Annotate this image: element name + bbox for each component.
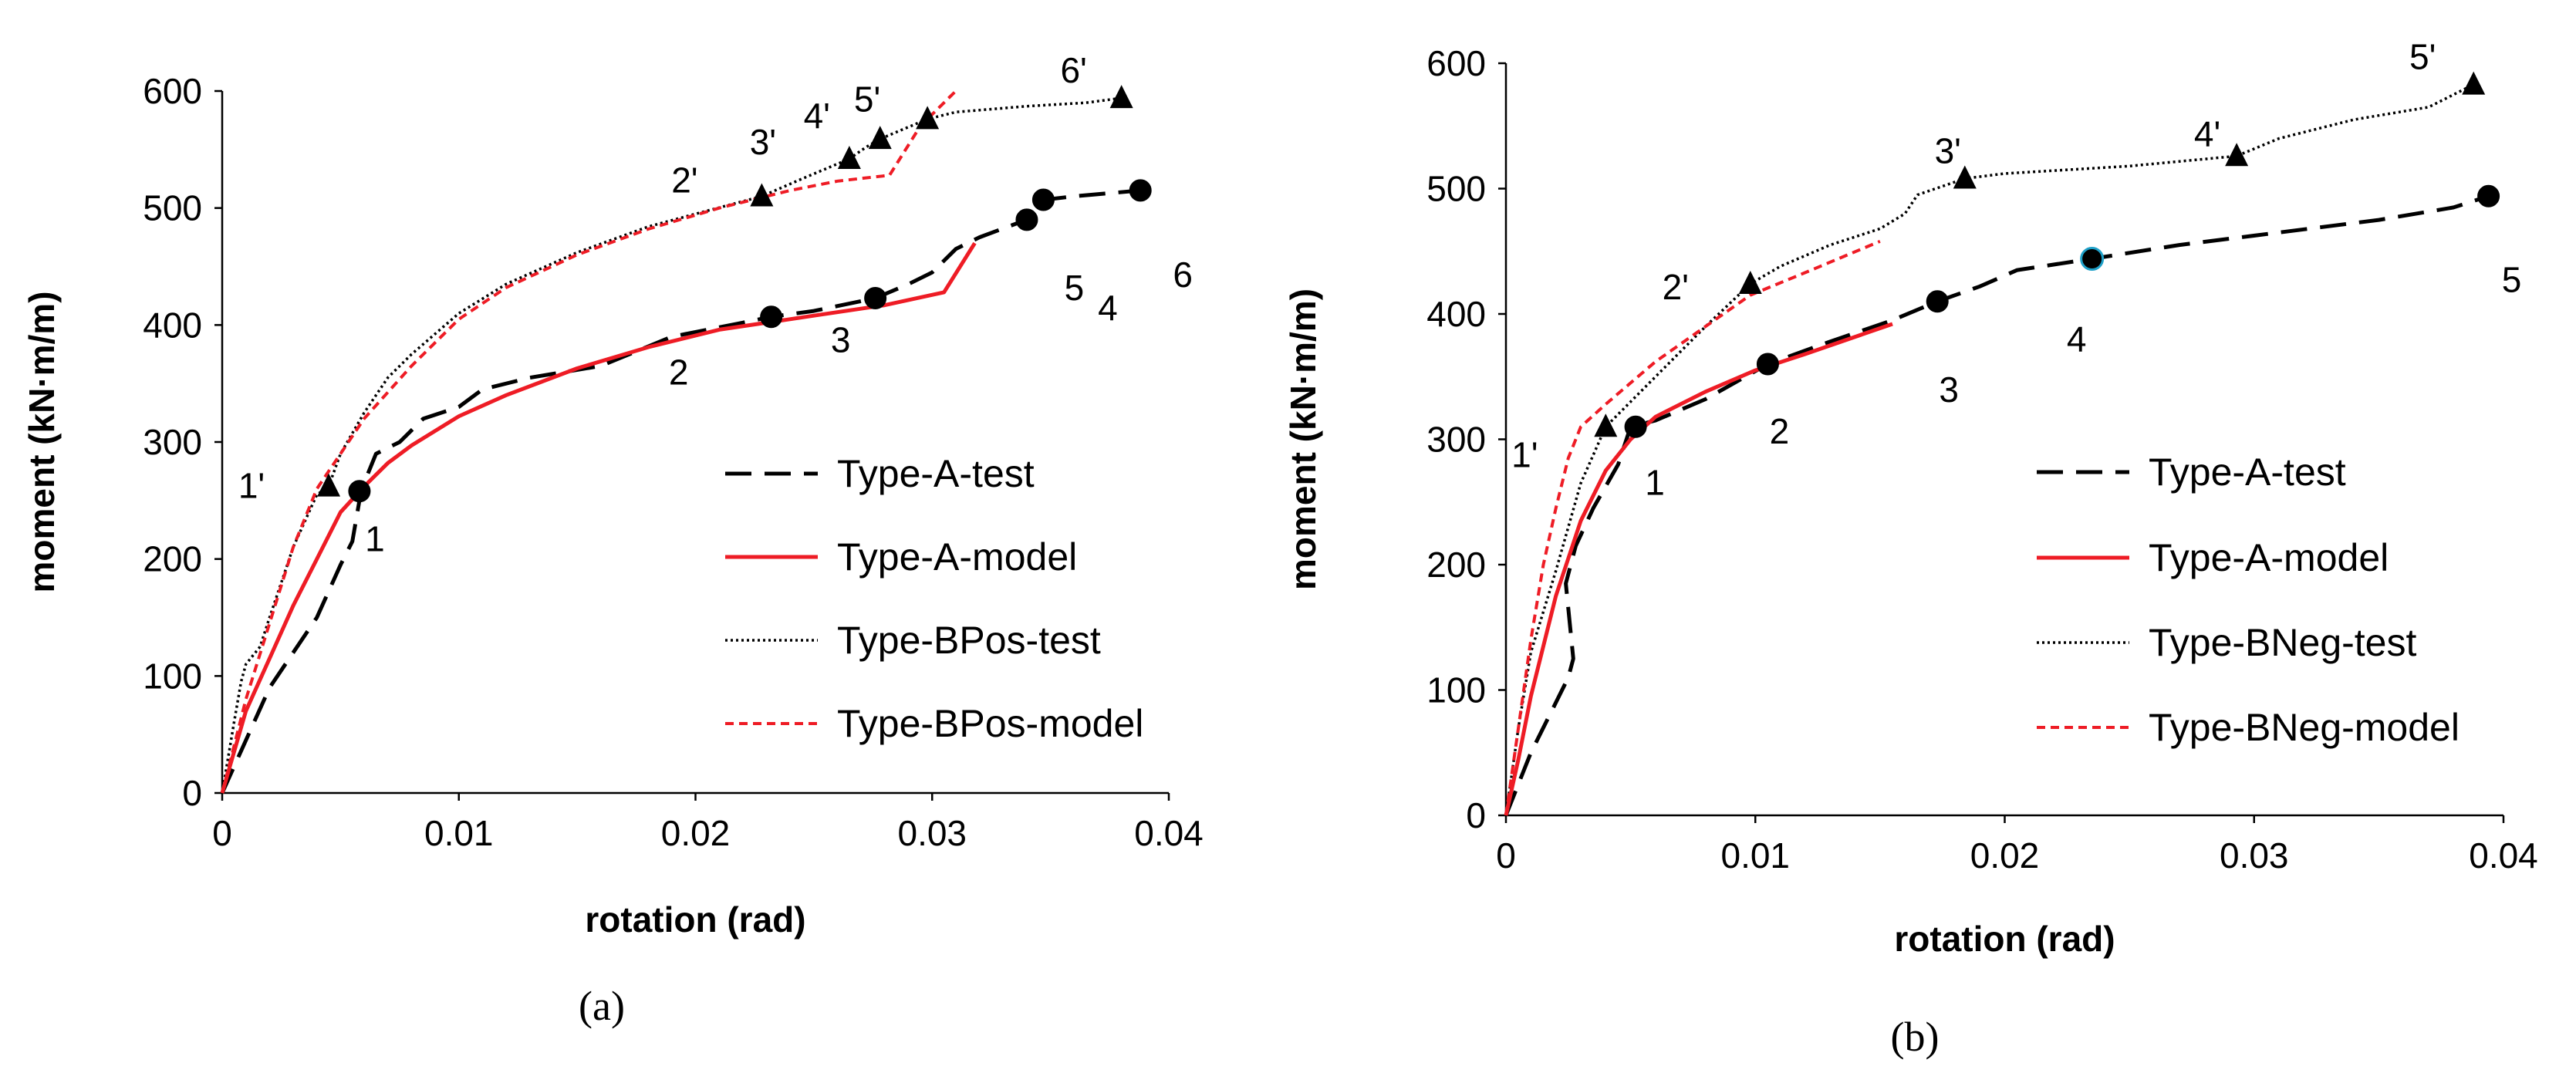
series-line-type-a-test: [1504, 194, 2490, 816]
data-point-label: 1: [1645, 462, 1665, 502]
data-point-label: 2': [1663, 267, 1689, 307]
data-point-marker-type-bneg-test: [1594, 413, 1618, 437]
data-point-label: 2: [1770, 411, 1790, 451]
legend-entry-label: Type-BNeg-test: [2149, 621, 2416, 664]
y-tick-label: 600: [143, 71, 202, 111]
y-axis-title: moment (kN·m/m): [1283, 288, 1323, 590]
data-point-marker-type-bpos-test: [916, 106, 940, 130]
x-tick-label: 0.02: [661, 813, 731, 853]
x-tick-label: 0.03: [897, 813, 967, 853]
y-tick-label: 500: [1426, 169, 1486, 209]
data-point-marker-type-a-test: [1756, 353, 1779, 376]
data-point-marker-type-bpos-test: [837, 145, 861, 169]
y-tick-label: 400: [143, 305, 202, 345]
x-tick-label: 0.04: [2469, 835, 2538, 876]
data-point-label: 4: [1098, 288, 1118, 328]
x-tick-label: 0.01: [424, 813, 494, 853]
legend-entry-label: Type-A-model: [837, 535, 1077, 579]
y-tick-label: 100: [143, 656, 202, 696]
data-point-marker-type-a-test: [1031, 188, 1055, 211]
data-point-label: 4': [2194, 113, 2220, 154]
chart-panel-a: 0 100 200 300 400 500 600 0 0.01 0.02 0.03 0.04 rota…: [22, 50, 1204, 1029]
data-point-marker-type-a-test: [760, 305, 783, 329]
x-tick-label: 0.04: [1134, 813, 1204, 853]
data-point-label: 4': [804, 96, 830, 136]
series-line-type-bneg-model: [1504, 239, 1881, 816]
y-tick-label: 400: [1426, 294, 1486, 334]
y-tick-label: 0: [182, 773, 202, 813]
data-point-marker-type-a-test: [864, 286, 887, 309]
y-tick-label: 300: [143, 422, 202, 462]
legend-entry-label: Type-A-test: [2149, 450, 2346, 494]
data-point-label: 3: [831, 319, 851, 359]
data-point-marker-type-bneg-test: [1738, 271, 1762, 294]
data-point-marker-type-bneg-test: [2225, 143, 2249, 167]
panel-caption: (a): [579, 983, 625, 1029]
series-line-type-bpos-model: [221, 89, 957, 794]
series-line-type-a-model: [220, 241, 977, 794]
data-point-label: 3: [1939, 369, 1959, 410]
data-point-label: 2': [671, 160, 697, 201]
data-point-marker-type-bneg-test: [2462, 71, 2486, 95]
x-tick-label: 0.01: [1720, 835, 1790, 876]
data-point-marker-type-bneg-test: [1953, 165, 1977, 189]
data-point-label: 5: [2502, 259, 2522, 299]
data-point-marker-type-a-test: [2477, 184, 2500, 208]
data-point-label: 5: [1065, 268, 1085, 308]
data-point-label: 1': [238, 466, 265, 506]
legend-entry-label: Type-A-model: [2149, 536, 2389, 579]
x-axis-title: rotation (rad): [1894, 919, 2115, 959]
x-tick-label: 0: [212, 813, 232, 853]
data-point-label: 2: [669, 353, 689, 393]
panel-caption: (b): [1891, 1014, 1940, 1060]
series-line-type-a-model: [1504, 322, 1893, 816]
data-point-marker-type-bpos-test: [868, 126, 892, 150]
x-tick-label: 0.03: [2220, 835, 2289, 876]
data-point-label: 3': [750, 122, 776, 162]
x-tick-label: 0.02: [1970, 835, 2040, 876]
data-point-marker-type-a-test: [1015, 208, 1038, 231]
legend-entry-label: Type-BPos-model: [837, 702, 1143, 745]
data-point-label: 1': [1511, 434, 1538, 474]
data-point-marker-type-a-test: [1624, 415, 1647, 438]
y-tick-label: 300: [1426, 420, 1486, 460]
y-tick-label: 100: [1426, 670, 1486, 710]
chart-panel-b: 0 100 200 300 400 500 600 0 0.01 0.02 0.03 0.04 rota…: [1283, 37, 2538, 1060]
data-point-label: 1: [365, 519, 385, 559]
legend-entry-label: Type-BNeg-model: [2149, 706, 2460, 749]
series-line-type-bpos-test: [221, 96, 1122, 794]
data-point-marker-type-bpos-test: [1109, 85, 1133, 109]
series-line-type-a-test: [220, 188, 1141, 795]
data-point-label: 3': [1935, 131, 1961, 171]
data-point-marker-type-a-test: [1129, 179, 1152, 202]
data-point-marker-type-bpos-test: [750, 183, 774, 207]
y-axis-title: moment (kN·m/m): [22, 291, 62, 592]
x-axis-title: rotation (rad): [585, 899, 805, 940]
legend-entry-label: Type-A-test: [837, 452, 1035, 495]
y-tick-label: 600: [1426, 43, 1486, 83]
y-tick-label: 0: [1466, 795, 1486, 835]
data-point-marker-type-a-test: [348, 480, 371, 503]
y-tick-label: 500: [143, 188, 202, 228]
data-point-label: 5': [2409, 37, 2436, 77]
data-point-marker-type-a-test: [2080, 247, 2105, 271]
x-tick-label: 0: [1496, 835, 1516, 876]
data-point-marker-type-bpos-test: [317, 473, 341, 497]
data-point-label: 6: [1173, 255, 1193, 295]
data-point-label: 4: [2067, 319, 2087, 359]
data-point-label: 6': [1060, 50, 1086, 90]
legend-entry-label: Type-BPos-test: [837, 619, 1101, 662]
y-tick-label: 200: [1426, 545, 1486, 585]
data-point-marker-type-a-test: [1926, 290, 1949, 313]
y-tick-label: 200: [143, 539, 202, 579]
data-point-label: 5': [854, 79, 880, 119]
